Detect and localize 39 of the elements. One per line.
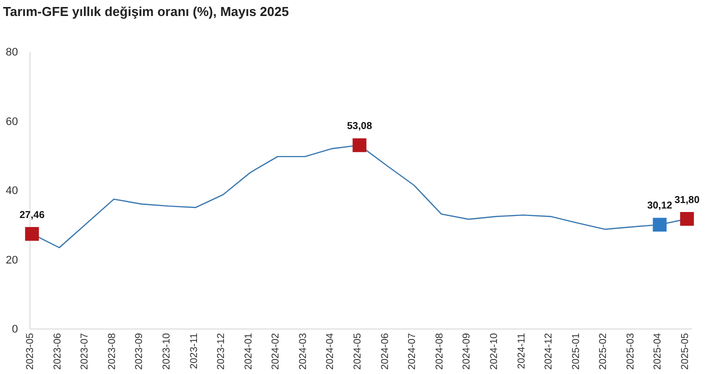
x-tick-label: 2025-03	[625, 332, 636, 370]
data-label: 27,46	[19, 210, 45, 221]
point	[25, 227, 39, 241]
x-tick-label: 2024-03	[298, 332, 309, 370]
x-tick-label: 2023-12	[216, 332, 228, 370]
x-tick-label: 2024-10	[488, 332, 500, 370]
x-tick-label: 2023-11	[188, 332, 200, 369]
x-tick-label: 2025-05	[680, 332, 691, 370]
x-tick-label: 2023-05	[25, 332, 36, 370]
x-tick-label: 2024-09	[462, 332, 473, 370]
x-tick-label: 2023-07	[80, 332, 91, 370]
x-tick-label: 2024-11	[516, 332, 528, 369]
x-tick-label: 2024-04	[325, 332, 336, 370]
data-label: 31,80	[674, 194, 700, 206]
point	[680, 212, 694, 226]
y-tick-label: 20	[6, 254, 18, 266]
point	[652, 218, 667, 232]
x-tick-label: 2024-02	[270, 332, 282, 370]
y-tick-label: 40	[6, 185, 18, 198]
x-tick-label: 2024-08	[434, 332, 446, 370]
chart-title: Tarım-GFE yıllık değişim oranı (%), Mayıs 2025	[3, 4, 289, 19]
x-tick-label: 2025-04	[652, 332, 664, 370]
x-tick-label: 2023-10	[161, 332, 172, 370]
data-label: 30,12	[647, 200, 673, 212]
x-tick-label: 2025-01	[570, 332, 582, 370]
x-tick-label: 2024-05	[352, 332, 364, 370]
x-tick-label: 2023-08	[106, 332, 118, 370]
y-tick-label: 0	[12, 324, 18, 336]
x-tick-label: 2024-06	[380, 332, 391, 370]
data-label: 53,08	[346, 121, 372, 132]
y-tick-label: 80	[6, 46, 18, 59]
x-tick-label: 2024-01	[243, 332, 254, 370]
x-tick-label: 2023-06	[52, 332, 64, 370]
x-tick-label: 2025-02	[598, 332, 610, 370]
y-tick-label: 60	[6, 116, 18, 128]
x-tick-label: 2024-12	[544, 332, 555, 370]
x-tick-label: 2023-09	[134, 332, 146, 370]
point	[352, 138, 366, 152]
x-tick-label: 2024-07	[407, 332, 418, 370]
